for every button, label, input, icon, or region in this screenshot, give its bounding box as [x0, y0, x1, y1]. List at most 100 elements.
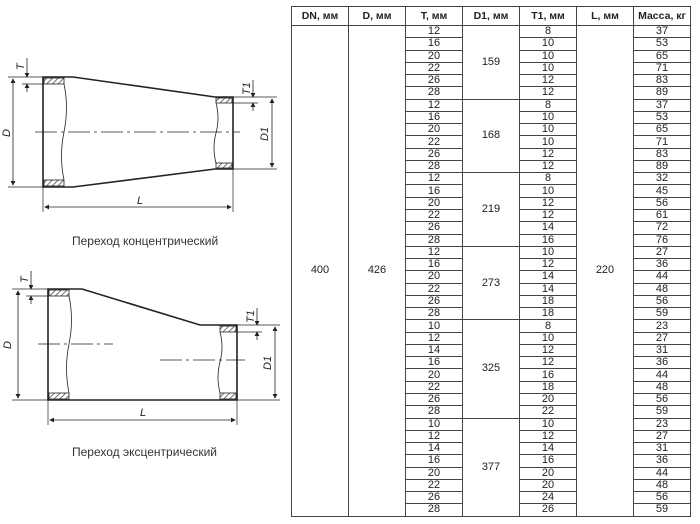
column-header-d: D, мм [348, 6, 406, 26]
t1-cell: 14 [519, 442, 577, 456]
column-header-t: T, мм [405, 6, 463, 26]
t1-cell: 16 [519, 233, 577, 247]
t1-cell: 12 [519, 86, 577, 100]
mass-cell: 36 [633, 454, 691, 468]
dimension-label-T1: T1 [241, 82, 253, 95]
t-cell: 12 [405, 172, 463, 186]
t1-cell: 22 [519, 405, 577, 419]
t-cell: 12 [405, 331, 463, 345]
mass-cell: 31 [633, 442, 691, 456]
column-header-dn: DN, мм [291, 6, 349, 26]
table-row: 20 12 56 [292, 196, 691, 210]
mass-cell: 48 [633, 380, 691, 394]
dimension-label-T1: T1 [245, 310, 257, 323]
t-cell: 12 [405, 24, 463, 39]
table-row: 26 14 72 [292, 221, 691, 235]
mass-cell: 65 [633, 49, 691, 63]
table-row: 22 10 71 [292, 61, 691, 76]
t1-cell: 10 [519, 245, 577, 260]
mass-cell: 56 [633, 491, 691, 505]
t-cell: 16 [405, 37, 463, 51]
mass-cell: 31 [633, 343, 691, 358]
table-row: 28 18 59 [292, 307, 691, 321]
dimension-label-D: D [2, 341, 14, 349]
table-row: 16 16 36 [292, 454, 691, 468]
t1-cell: 18 [519, 307, 577, 321]
t1-cell: 10 [519, 37, 577, 51]
table-row: 26 20 56 [292, 392, 691, 407]
d1-cell: 168 [462, 98, 520, 174]
t-cell: 12 [405, 98, 463, 112]
mass-cell: 36 [633, 356, 691, 370]
t-cell: 16 [405, 454, 463, 468]
column-header-mass: Масса, кг [633, 6, 691, 26]
table-row: 22 10 71 [292, 135, 691, 149]
t-cell: 16 [405, 258, 463, 272]
table-row: 26 24 56 [292, 491, 691, 505]
t-cell: 16 [405, 110, 463, 125]
mass-cell: 37 [633, 24, 691, 39]
t-cell: 28 [405, 159, 463, 174]
t1-cell: 12 [519, 343, 577, 358]
t1-cell: 12 [519, 258, 577, 272]
mass-cell: 71 [633, 135, 691, 149]
t1-cell: 12 [519, 159, 577, 174]
mass-cell: 36 [633, 258, 691, 272]
mass-cell: 56 [633, 196, 691, 210]
d1-cell: 159 [462, 25, 520, 100]
mass-cell: 27 [633, 429, 691, 444]
t1-cell: 8 [519, 98, 577, 112]
dimension-label-L: L [140, 407, 146, 419]
dimension-label-T: T [15, 62, 27, 70]
table-row: 20 10 65 [292, 123, 691, 137]
dimension-label-D1: D1 [259, 127, 271, 141]
dimension-label-T: T [19, 275, 31, 283]
mass-cell: 56 [633, 294, 691, 309]
t1-cell: 8 [519, 319, 577, 333]
t-cell: 22 [405, 282, 463, 296]
table-row: 20 14 44 [292, 270, 691, 284]
mass-cell: 45 [633, 184, 691, 198]
dimension-label-D: D [1, 129, 13, 137]
table-row: 10 325 8 23 [292, 319, 691, 419]
mass-cell: 61 [633, 208, 691, 223]
t1-cell: 18 [519, 294, 577, 309]
table-header-row: DN, мм D, мм T, мм D1, мм T1, мм L, мм Масса, … [291, 6, 691, 26]
dn-cell: 400 [291, 25, 349, 517]
table-row: 16 10 53 [292, 110, 691, 125]
mass-cell: 44 [633, 466, 691, 480]
t1-cell: 10 [519, 135, 577, 149]
t1-cell: 10 [519, 123, 577, 137]
mass-cell: 59 [633, 503, 691, 517]
t1-cell: 8 [519, 24, 577, 39]
t1-cell: 14 [519, 221, 577, 235]
concentric-caption: Переход концентрический [72, 234, 219, 248]
table-row: 26 12 83 [292, 74, 691, 88]
mass-cell: 44 [633, 270, 691, 284]
reducer-drawings: D T D1 T1 L D T D1 T1 L [1, 58, 280, 425]
t1-cell: 12 [519, 356, 577, 370]
mass-cell: 53 [633, 37, 691, 51]
t-cell: 12 [405, 429, 463, 444]
t-cell: 26 [405, 491, 463, 505]
table-row: 20 10 65 [292, 49, 691, 63]
mass-cell: 44 [633, 368, 691, 382]
t-cell: 10 [405, 319, 463, 333]
t1-cell: 12 [519, 147, 577, 161]
table-row: 28 26 59 [292, 503, 691, 517]
t1-cell: 10 [519, 417, 577, 431]
mass-cell: 27 [633, 331, 691, 345]
t-cell: 28 [405, 307, 463, 321]
t1-cell: 10 [519, 184, 577, 198]
t-cell: 28 [405, 405, 463, 419]
t1-cell: 8 [519, 172, 577, 186]
table-row: 12 168 8 37 [292, 98, 691, 174]
d1-cell: 273 [462, 245, 520, 321]
t-cell: 28 [405, 503, 463, 517]
t1-cell: 12 [519, 208, 577, 223]
mass-cell: 83 [633, 147, 691, 161]
t-cell: 22 [405, 380, 463, 394]
t1-cell: 20 [519, 478, 577, 493]
t1-cell: 12 [519, 74, 577, 88]
table-row: 28 12 89 [292, 159, 691, 174]
